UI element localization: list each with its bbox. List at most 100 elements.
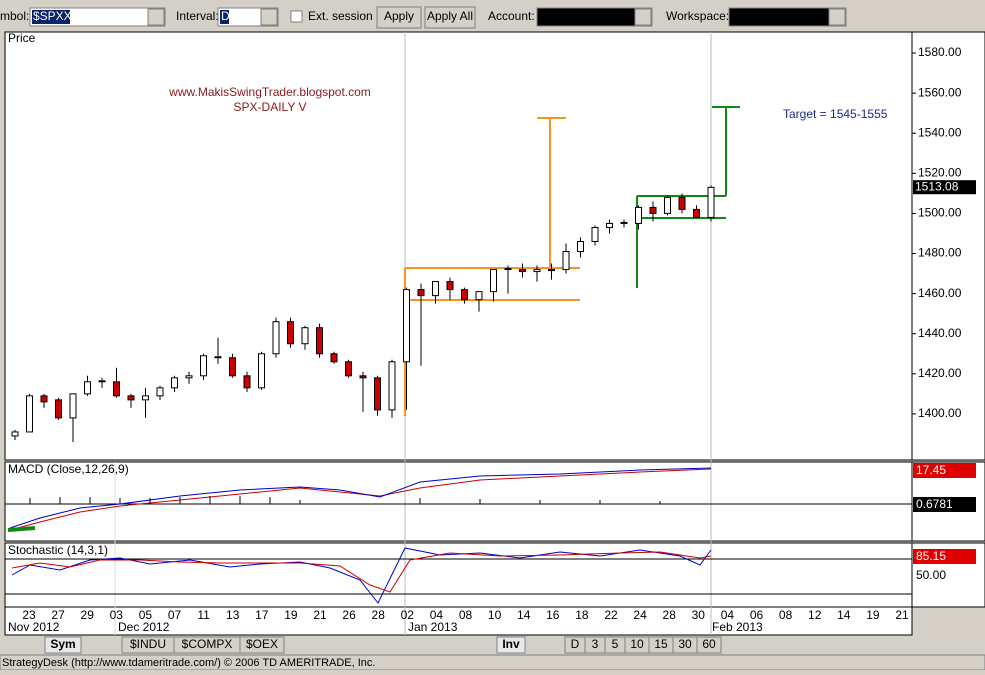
candle-body [635, 206, 642, 224]
price-pane [4, 31, 913, 461]
date-label: 06 [750, 608, 764, 622]
candle-body [345, 361, 352, 377]
date-label: 24 [633, 608, 647, 622]
tab-label: Sym [50, 637, 75, 651]
candle-body [272, 321, 280, 355]
macd-pane [4, 461, 913, 542]
macd-line [9, 467, 712, 529]
candle-body [200, 355, 207, 377]
apply-all-text: Apply All [427, 9, 473, 23]
candle-body [490, 269, 497, 293]
date-label: 30 [692, 608, 706, 622]
month-label: Jan 2013 [408, 620, 458, 634]
month-label: Nov 2012 [8, 620, 60, 634]
histogram [29, 496, 661, 504]
interval-label: Interval: [176, 9, 219, 23]
date-label: 21 [313, 608, 327, 622]
candle-body [98, 380, 106, 383]
stochastic-pane [4, 542, 913, 608]
date-label: 18 [575, 608, 589, 622]
date-label: 08 [459, 608, 473, 622]
interval-selection [220, 10, 229, 24]
candle-body [374, 377, 381, 411]
status-text: StrategyDesk (http://www.tdameritrade.co… [2, 657, 375, 669]
date-label: 08 [779, 608, 793, 622]
month-label: Dec 2012 [118, 620, 170, 634]
tab-label: 10 [630, 637, 644, 651]
apply-text: Apply [384, 9, 414, 23]
tab-label: D [571, 637, 580, 651]
candle-body [171, 377, 178, 389]
dropdown-button[interactable] [634, 8, 652, 26]
candle-body [113, 381, 120, 397]
stochastic-label: Stochastic (14,3,1) [8, 543, 108, 557]
tab-label: $INDU [130, 637, 166, 651]
y-tick-label: 1560.00 [918, 85, 962, 99]
date-label: 10 [488, 608, 502, 622]
candle-body [69, 393, 77, 419]
date-label: 07 [168, 608, 182, 622]
candle-body [664, 196, 671, 214]
candle-body [40, 395, 48, 403]
date-label: 03 [110, 608, 124, 622]
candle-body [11, 431, 19, 437]
date-label: 14 [517, 608, 531, 622]
last-price-label: 1513.08 [915, 179, 959, 193]
candle-body [417, 289, 425, 297]
tab-label: 30 [678, 637, 692, 651]
tab[interactable] [44, 636, 82, 654]
apply-button[interactable] [376, 6, 422, 29]
stoch-value: 85.15 [916, 549, 946, 563]
workspace-box[interactable] [728, 7, 847, 27]
candle-body [229, 357, 236, 377]
candle-body [156, 387, 164, 397]
y-tick-label: 1460.00 [918, 286, 962, 300]
apply-all-button[interactable] [424, 6, 476, 29]
macd-label: MACD (Close,12,26,9) [8, 462, 129, 476]
candle-body [403, 289, 410, 363]
tab[interactable] [496, 636, 526, 654]
date-label: 04 [430, 608, 444, 622]
candle-body [330, 353, 338, 363]
candle-body [301, 327, 309, 345]
dropdown-button[interactable] [147, 8, 165, 26]
stoch-d [11, 551, 712, 593]
y-tick-label: 1540.00 [918, 125, 962, 139]
signal-line [9, 468, 712, 531]
date-label: 05 [139, 608, 153, 622]
annotation: www.MakisSwingTrader.blogspot.com [168, 85, 371, 99]
annotation: SPX-DAILY V [234, 100, 307, 114]
date-label: 19 [284, 608, 298, 622]
tab-label: Inv [502, 637, 520, 651]
tab-label: 60 [702, 637, 716, 651]
candle-body [519, 269, 526, 273]
date-label: 21 [895, 608, 909, 622]
candle-body [214, 356, 222, 359]
date-label: 11 [197, 608, 210, 622]
symbol-selection [32, 10, 70, 24]
candle-body [26, 395, 33, 433]
month-label: Feb 2013 [712, 620, 763, 634]
dropdown-button[interactable] [828, 8, 846, 26]
zero-value-box [913, 497, 976, 512]
date-label: 16 [546, 608, 560, 622]
date-label: 29 [81, 608, 95, 622]
candle-body [359, 375, 367, 379]
tab[interactable] [239, 636, 285, 654]
date-label: 04 [721, 608, 735, 622]
price-axis [911, 31, 985, 461]
candle-body [446, 281, 454, 291]
candle-body [606, 222, 613, 228]
date-label: 17 [255, 608, 269, 622]
date-label: 19 [866, 608, 880, 622]
candle-body [678, 196, 686, 210]
last-price-box [913, 180, 976, 195]
date-label: 13 [226, 608, 240, 622]
date-label: 28 [663, 608, 677, 622]
candle-body [84, 381, 91, 395]
account-box[interactable] [536, 7, 653, 27]
tab[interactable] [696, 636, 722, 654]
checkbox[interactable] [290, 10, 303, 23]
candle-body [316, 327, 323, 355]
dropdown-button[interactable] [260, 8, 278, 26]
